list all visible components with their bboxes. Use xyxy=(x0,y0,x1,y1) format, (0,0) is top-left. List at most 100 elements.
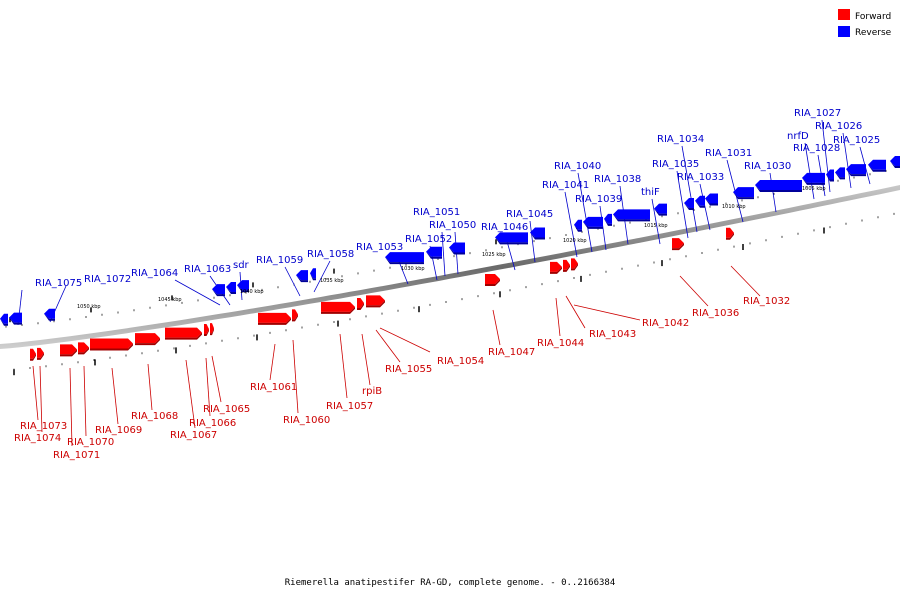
reverse-gene-arrow-shade xyxy=(654,208,667,216)
gene-label-RIA_1075: RIA_1075 xyxy=(35,278,82,289)
gene-label-RIA_1055: RIA_1055 xyxy=(385,364,432,375)
reverse-gene-arrow xyxy=(212,284,225,295)
reverse-leader-line xyxy=(174,279,221,306)
reverse-gene-arrow-shade xyxy=(385,257,424,265)
reverse-leader-line xyxy=(529,220,536,263)
legend-reverse-label: Reverse xyxy=(855,28,892,38)
forward-gene-arrow-shade xyxy=(30,353,36,361)
forward-leader-line xyxy=(185,359,196,429)
gene-label-RIA_1059: RIA_1059 xyxy=(256,255,303,266)
reverse-gene-arrow-shade xyxy=(0,318,8,326)
reverse-leader-line xyxy=(804,142,815,200)
reverse-gene-arrow xyxy=(613,209,650,220)
reverse-leader-line xyxy=(769,172,777,213)
forward-gene-labels: RIA_1073 RIA_1074 RIA_1071 RIA_1070 RIA_… xyxy=(14,296,790,461)
reverse-gene-arrow xyxy=(495,232,528,243)
forward-gene-arrow-shade xyxy=(321,306,355,314)
reverse-leader-line xyxy=(313,260,331,293)
gene-features xyxy=(0,156,900,361)
reverse-gene-arrow-shade xyxy=(733,192,754,200)
gene-label-RIA_1071: RIA_1071 xyxy=(53,450,100,461)
reverse-gene-arrow-shade xyxy=(44,313,55,321)
reverse-gene-arrow-shade xyxy=(890,161,900,169)
forward-gene-arrow xyxy=(37,347,44,358)
reverse-gene-arrow xyxy=(44,308,55,319)
reverse-gene-labels: RIA_1075 RIA_1072 RIA_1064 RIA_1063 sdr … xyxy=(35,108,880,289)
reverse-gene-arrow-shade xyxy=(613,214,650,222)
gene-label-RIA_1034: RIA_1034 xyxy=(657,134,704,145)
forward-gene-arrow-shade xyxy=(357,302,364,310)
leader-lines xyxy=(17,119,871,447)
reverse-gene-arrow-shade xyxy=(835,172,845,180)
forward-leader-line xyxy=(361,333,371,386)
forward-gene-arrow-shade xyxy=(204,329,209,337)
reverse-gene-arrow-shade xyxy=(310,273,316,281)
reverse-gene-arrow xyxy=(695,195,705,206)
gene-label-RIA_1072: RIA_1072 xyxy=(84,274,131,285)
reverse-gene-arrow xyxy=(530,227,545,238)
forward-gene-arrow xyxy=(165,327,202,338)
reverse-gene-arrow xyxy=(385,252,424,263)
reverse-gene-arrow xyxy=(755,180,802,191)
reverse-leader-line xyxy=(676,170,689,239)
forward-gene-arrow xyxy=(321,301,355,312)
gene-label-RIA_1025: RIA_1025 xyxy=(833,135,880,146)
tick-label-1030: 1030 kbp xyxy=(401,266,425,272)
gene-label-RIA_1031: RIA_1031 xyxy=(705,148,752,159)
forward-gene-arrow-shade xyxy=(258,317,291,325)
forward-gene-arrow-shade xyxy=(135,338,160,346)
reverse-leader-line xyxy=(284,266,301,297)
reverse-gene-arrow xyxy=(426,246,442,257)
gene-label-RIA_1026: RIA_1026 xyxy=(815,121,862,132)
tick-label-1040: 1040 kbp xyxy=(240,289,264,295)
tick-label-1025: 1025 kbp xyxy=(482,252,506,258)
gene-label-RIA_1070: RIA_1070 xyxy=(67,437,114,448)
reverse-gene-arrow xyxy=(604,213,612,224)
gene-label-RIA_1039: RIA_1039 xyxy=(575,194,622,205)
forward-gene-arrow xyxy=(292,309,298,320)
forward-gene-arrow xyxy=(550,261,562,272)
forward-leader-line xyxy=(492,309,501,346)
gene-label-RIA_1027: RIA_1027 xyxy=(794,108,841,119)
gene-label-thiF: thiF xyxy=(641,187,660,198)
forward-gene-arrow xyxy=(672,238,684,249)
forward-leader-line xyxy=(269,343,276,381)
forward-gene-arrow-shade xyxy=(571,263,578,271)
gene-label-RIA_1065: RIA_1065 xyxy=(203,404,250,415)
tick-label-1035: 1035 kbp xyxy=(320,278,344,284)
reverse-gene-arrow-shade xyxy=(426,251,442,259)
reverse-leader-line xyxy=(564,191,578,258)
forward-gene-arrow-shade xyxy=(78,347,89,355)
reverse-gene-arrow-shade xyxy=(846,169,866,177)
reverse-gene-arrow-shade xyxy=(695,200,705,208)
gene-label-rpiB: rpiB xyxy=(362,386,382,397)
forward-gene-arrow-shade xyxy=(90,343,133,351)
reverse-gene-arrow xyxy=(574,219,582,230)
gene-label-RIA_1036: RIA_1036 xyxy=(692,308,739,319)
reverse-gene-arrow xyxy=(802,172,825,183)
reverse-leader-line xyxy=(577,172,593,253)
gene-label-RIA_1068: RIA_1068 xyxy=(131,411,178,422)
gene-label-RIA_1032: RIA_1032 xyxy=(743,296,790,307)
forward-leader-line xyxy=(111,367,119,425)
reverse-gene-arrow-shade xyxy=(755,185,802,193)
reverse-gene-arrow-shade xyxy=(826,174,834,182)
reverse-leader-line xyxy=(651,198,661,245)
forward-gene-arrow-shade xyxy=(726,232,734,240)
forward-gene-arrow-shade xyxy=(210,328,214,336)
forward-leader-line xyxy=(205,357,211,417)
gene-label-RIA_1047: RIA_1047 xyxy=(488,347,535,358)
gene-label-RIA_1073: RIA_1073 xyxy=(20,421,67,432)
forward-gene-arrow-shade xyxy=(550,266,562,274)
gene-label-RIA_1069: RIA_1069 xyxy=(95,425,142,436)
tick-label-1020: 1020 kbp xyxy=(563,238,587,244)
tick-label-1015: 1015 kbp xyxy=(644,223,668,229)
forward-leader-line xyxy=(573,304,641,321)
reverse-gene-arrow-shade xyxy=(296,275,308,283)
gene-label-RIA_1057: RIA_1057 xyxy=(326,401,373,412)
reverse-gene-arrow xyxy=(449,242,465,253)
forward-gene-arrow xyxy=(90,338,133,349)
reverse-gene-arrow xyxy=(583,216,603,227)
reverse-leader-line xyxy=(842,132,852,189)
forward-gene-arrow-shade xyxy=(563,264,570,272)
